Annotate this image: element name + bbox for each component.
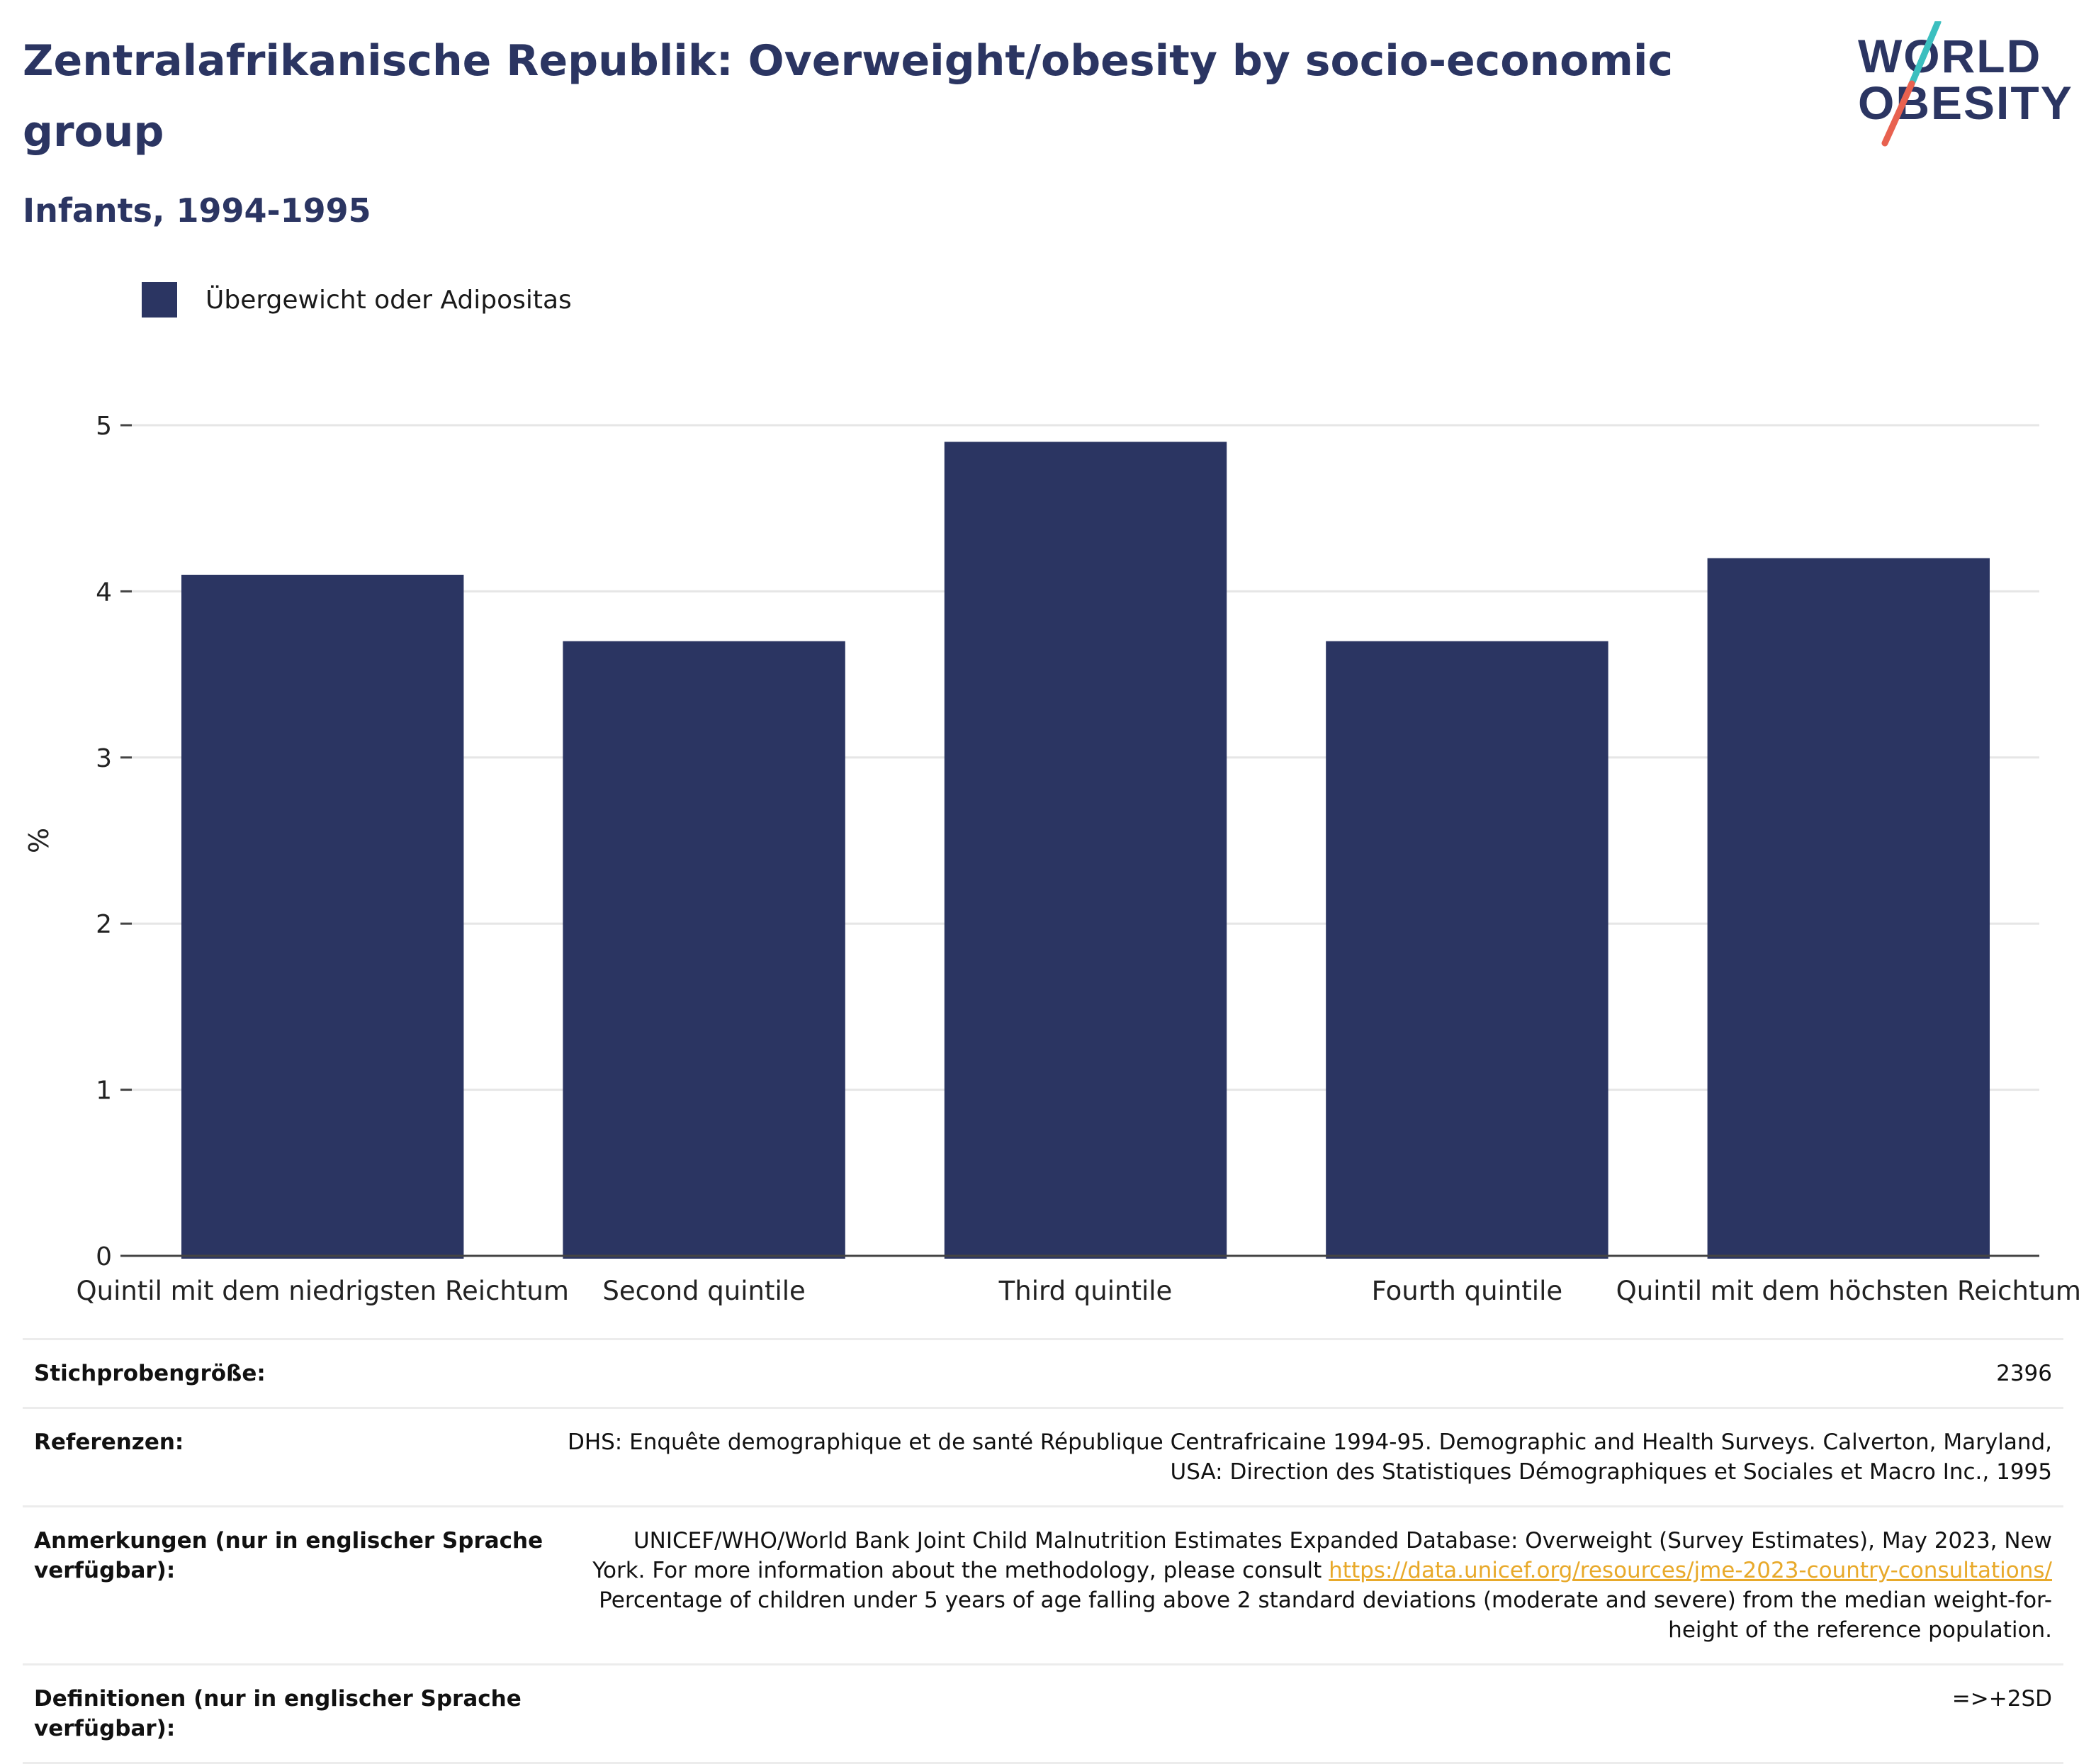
logo-text-obesity: OBESITY bbox=[1858, 77, 2073, 129]
y-axis-label: % bbox=[23, 828, 55, 853]
logo-slash-bottom bbox=[1881, 80, 1915, 147]
page-subtitle: Infants, 1994-1995 bbox=[23, 191, 371, 230]
bar-5[interactable] bbox=[1707, 558, 1990, 1259]
bar-3[interactable] bbox=[944, 442, 1227, 1259]
x-tick-label: Quintil mit dem niedrigsten Reichtum bbox=[77, 1276, 569, 1306]
x-tick-label: Third quintile bbox=[998, 1276, 1173, 1306]
notes-line-1: UNICEF/WHO/World Bank Joint Child Malnut… bbox=[633, 1528, 2052, 1554]
info-row-notes: Anmerkungen (nur in englischer Sprache v… bbox=[23, 1505, 2063, 1663]
page-title: Zentralafrikanische Republik: Overweight… bbox=[23, 36, 1674, 157]
sample-label: Stichprobengröße: bbox=[34, 1361, 266, 1386]
notes-line-3: Percentage of children under 5 years of … bbox=[599, 1588, 2052, 1613]
info-table: Stichprobengröße: 2396 Referenzen: DHS: … bbox=[23, 1338, 2063, 1764]
bar-chart: 0 1 2 3 4 5 Quintil mit dem niedrigsten Reich… bbox=[23, 412, 2081, 1306]
info-row-sample: Stichprobengröße: 2396 bbox=[23, 1338, 2063, 1407]
notes-line-2: York. For more information about the met… bbox=[592, 1558, 1329, 1583]
legend[interactable]: Übergewicht oder Adipositas bbox=[142, 282, 572, 318]
bar-1[interactable] bbox=[181, 574, 464, 1259]
y-tick-label: 2 bbox=[96, 910, 112, 939]
logo-slash-top bbox=[1908, 21, 1942, 87]
y-tick-label: 1 bbox=[96, 1077, 112, 1106]
references-line-2: USA: Direction des Statistiques Démograp… bbox=[1170, 1459, 2052, 1485]
legend-swatch bbox=[142, 282, 177, 318]
references-label: Referenzen: bbox=[34, 1429, 184, 1455]
y-tick-label: 5 bbox=[96, 412, 112, 441]
definitions-label: Definitionen (nur in englischer Sprache … bbox=[34, 1686, 522, 1741]
references-value: DHS: Enquête demographique et de santé R… bbox=[564, 1427, 2052, 1487]
bars bbox=[181, 442, 1990, 1259]
y-tick-label: 4 bbox=[96, 578, 112, 607]
x-tick-label: Fourth quintile bbox=[1372, 1276, 1562, 1306]
world-obesity-logo: WORLD OBESITY bbox=[1858, 21, 2073, 147]
y-tick-label: 0 bbox=[96, 1242, 112, 1271]
x-tick-label: Quintil mit dem höchsten Reichtum bbox=[1616, 1276, 2081, 1306]
sample-value: 2396 bbox=[1996, 1361, 2052, 1386]
x-tick-label: Second quintile bbox=[602, 1276, 805, 1306]
notes-value: UNICEF/WHO/World Bank Joint Child Malnut… bbox=[564, 1526, 2052, 1645]
definitions-value: =>+2SD bbox=[1951, 1686, 2052, 1712]
logo-text-world: WORLD bbox=[1858, 30, 2041, 82]
legend-label: Übergewicht oder Adipositas bbox=[205, 285, 572, 315]
notes-label: Anmerkungen (nur in englischer Sprache v… bbox=[34, 1528, 543, 1583]
y-axis-ticks: 0 1 2 3 4 5 bbox=[96, 412, 132, 1271]
references-line-1: DHS: Enquête demographique et de santé R… bbox=[567, 1429, 2052, 1455]
x-axis-ticks: Quintil mit dem niedrigsten Reichtum Seco… bbox=[77, 1276, 2081, 1306]
notes-line-4: height of the reference population. bbox=[1668, 1617, 2052, 1643]
methodology-link[interactable]: https://data.unicef.org/resources/jme-20… bbox=[1329, 1558, 2052, 1583]
bar-2[interactable] bbox=[563, 641, 845, 1259]
info-row-references: Referenzen: DHS: Enquête demographique e… bbox=[23, 1407, 2063, 1505]
info-row-definitions: Definitionen (nur in englischer Sprache … bbox=[23, 1663, 2063, 1764]
bar-4[interactable] bbox=[1326, 641, 1608, 1259]
y-tick-label: 3 bbox=[96, 744, 112, 773]
